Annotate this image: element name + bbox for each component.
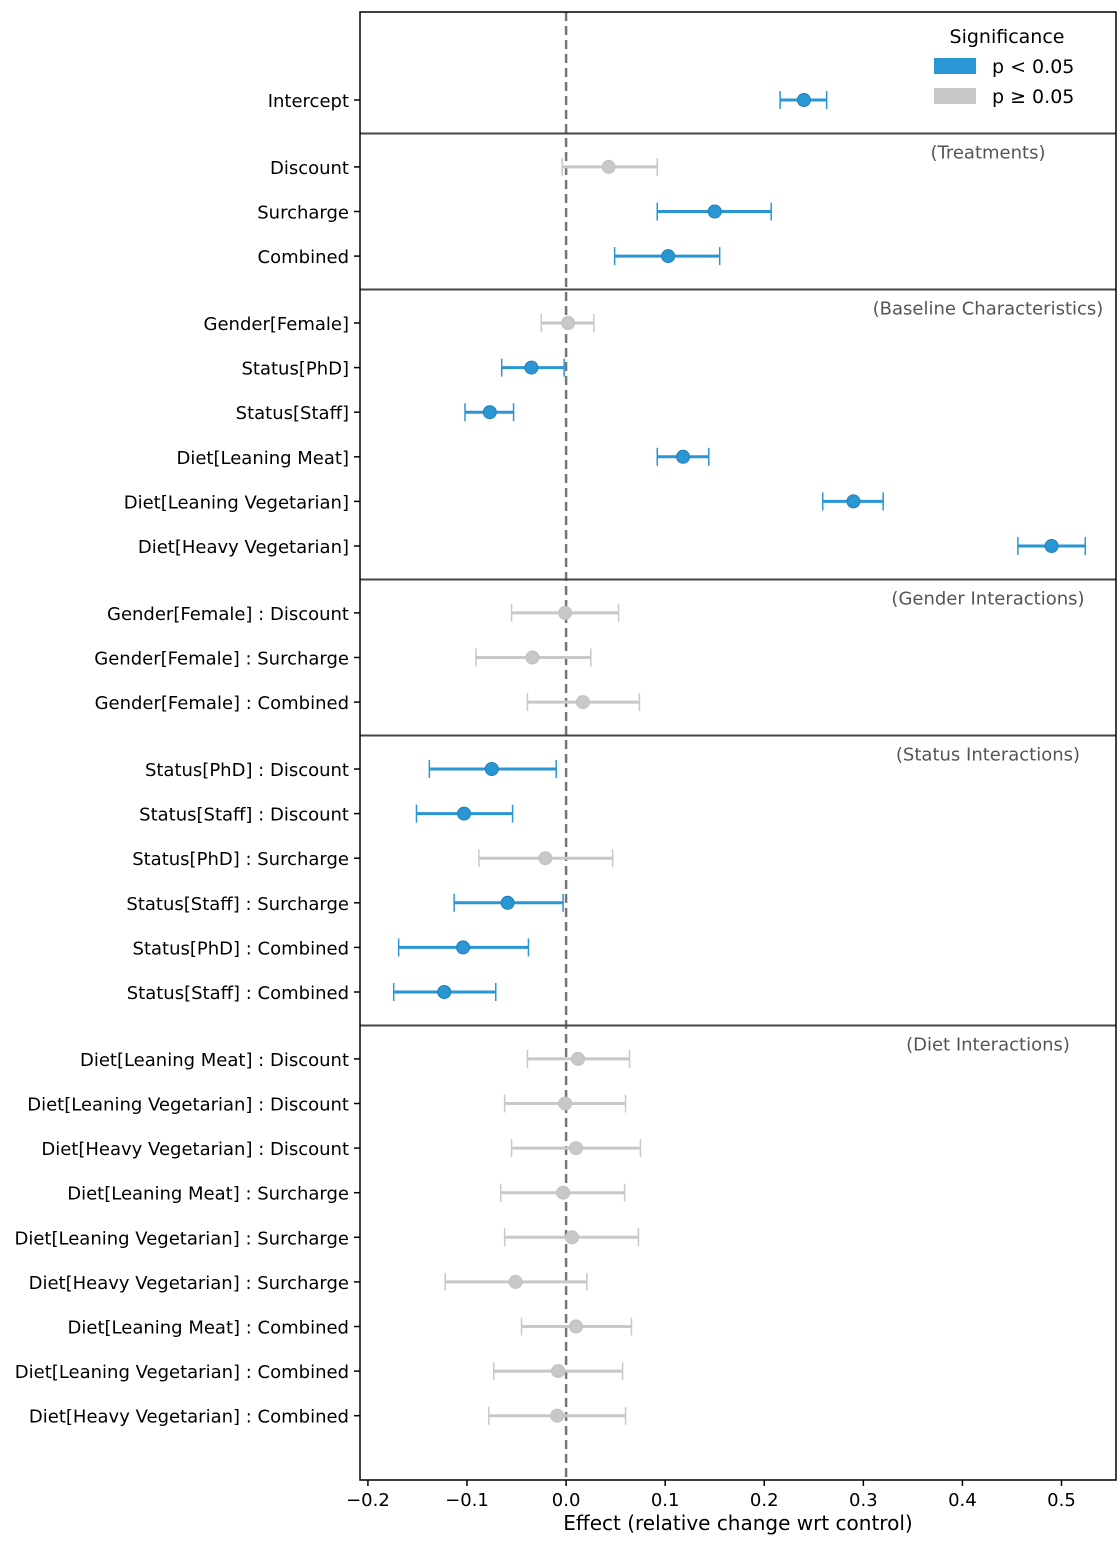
point-estimate	[558, 1096, 573, 1111]
term-label: Status[PhD] : Discount	[145, 760, 349, 781]
term-label: Diet[Heavy Vegetarian] : Combined	[29, 1407, 349, 1428]
legend-label-not-significant: p ≥ 0.05	[992, 86, 1074, 108]
point-estimate	[558, 605, 573, 620]
term-label: Diet[Leaning Vegetarian]	[124, 492, 349, 513]
term-label: Gender[Female] : Surcharge	[94, 649, 349, 670]
point-estimate	[524, 360, 539, 375]
legend-label-significant: p < 0.05	[992, 56, 1074, 78]
legend-swatch-not-significant	[934, 88, 976, 104]
point-estimate	[1044, 539, 1059, 553]
term-label: Status[Staff]	[236, 403, 349, 424]
point-estimate	[550, 1408, 565, 1423]
point-estimate	[484, 762, 499, 776]
point-estimate	[437, 985, 452, 999]
term-label: Diet[Heavy Vegetarian] : Surcharge	[29, 1273, 349, 1294]
term-label: Gender[Female] : Combined	[95, 693, 349, 714]
term-label: Status[PhD]	[241, 359, 349, 380]
legend-title: Significance	[950, 26, 1065, 48]
term-label: Diet[Leaning Vegetarian] : Surcharge	[14, 1228, 349, 1249]
point-estimate	[707, 204, 722, 219]
group-label: (Treatments)	[930, 142, 1045, 163]
term-label: Discount	[270, 158, 349, 179]
x-tick-label: −0.1	[445, 1490, 489, 1511]
x-tick-label: 0.1	[651, 1490, 680, 1511]
term-label: Diet[Heavy Vegetarian] : Discount	[41, 1139, 349, 1160]
x-axis-label: Effect (relative change wrt control)	[563, 1511, 912, 1535]
term-label: Status[Staff] : Combined	[127, 983, 349, 1004]
point-estimate	[569, 1141, 583, 1156]
x-tick-label: 0.5	[1047, 1490, 1076, 1511]
point-estimate	[456, 940, 471, 955]
group-label: (Diet Interactions)	[906, 1034, 1070, 1055]
point-estimate	[551, 1364, 566, 1379]
point-estimate	[500, 895, 515, 910]
point-estimate	[525, 650, 540, 665]
term-label: Status[Staff] : Discount	[139, 805, 349, 826]
x-axis: −0.2 −0.1 0.0 0.1 0.2 0.3 0.4 0.5	[346, 11, 1117, 1511]
term-label: Status[Staff] : Surcharge	[126, 894, 349, 915]
plot-frame	[359, 11, 1117, 1481]
group-label: (Gender Interactions)	[891, 588, 1084, 609]
term-label: Combined	[258, 247, 349, 268]
term-label: Status[PhD] : Combined	[133, 938, 349, 959]
point-estimate	[575, 695, 590, 710]
point-estimate	[569, 1319, 583, 1334]
term-label: Surcharge	[257, 203, 349, 224]
term-label: Diet[Leaning Vegetarian] : Discount	[27, 1095, 349, 1116]
group-label: (Status Interactions)	[896, 745, 1080, 766]
legend: Significance p < 0.05 p ≥ 0.05	[934, 26, 1074, 108]
term-label: Gender[Female]	[204, 314, 349, 335]
term-label: Diet[Heavy Vegetarian]	[138, 537, 349, 558]
term-label: Diet[Leaning Meat]	[176, 448, 349, 469]
x-tick-label: 0.4	[948, 1490, 977, 1511]
point-estimate	[676, 449, 691, 464]
x-tick-label: 0.3	[849, 1490, 878, 1511]
point-estimate	[601, 159, 616, 174]
term-label: Diet[Leaning Meat] : Combined	[68, 1318, 349, 1339]
term-label: Diet[Leaning Meat] : Surcharge	[67, 1184, 349, 1205]
point-estimate	[538, 851, 553, 866]
point-estimate	[565, 1230, 580, 1245]
plot-rows: Intercept (Treatments) Discount Surcharge Co…	[14, 12, 1116, 1480]
point-estimate	[556, 1185, 571, 1200]
term-label: Status[PhD] : Surcharge	[132, 849, 349, 870]
group-label: (Baseline Characteristics)	[873, 299, 1104, 320]
point-estimate	[846, 494, 861, 509]
point-estimate	[570, 1051, 585, 1066]
point-estimate	[796, 93, 811, 107]
point-estimate	[508, 1274, 523, 1289]
term-label: Gender[Female] : Discount	[107, 604, 349, 625]
point-estimate	[661, 249, 676, 264]
x-tick-label: −0.2	[346, 1490, 390, 1511]
point-estimate	[561, 316, 576, 330]
point-estimate	[482, 405, 497, 420]
x-tick-label: 0.2	[750, 1490, 779, 1511]
point-estimate	[457, 806, 472, 821]
x-tick-label: 0.0	[552, 1490, 581, 1511]
term-label: Diet[Leaning Vegetarian] : Combined	[15, 1362, 349, 1383]
term-label: Intercept	[268, 91, 349, 112]
legend-swatch-significant	[934, 58, 976, 74]
term-label: Diet[Leaning Meat] : Discount	[80, 1050, 349, 1071]
